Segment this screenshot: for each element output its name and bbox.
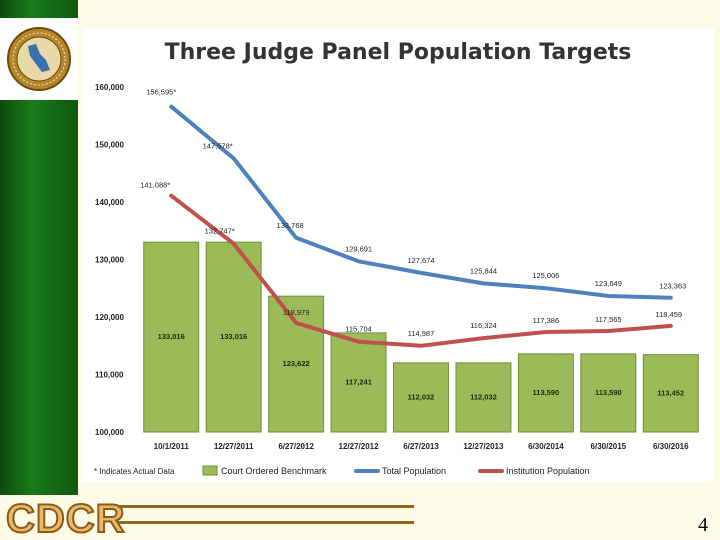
bar: [517, 353, 574, 433]
footer-rule-bottom: [118, 521, 414, 524]
y-tick-label: 120,000: [95, 313, 124, 322]
cdcr-seal-icon: [0, 18, 78, 100]
line-value-label: 129,691: [345, 244, 372, 253]
x-tick-label: 6/27/2012: [278, 442, 314, 451]
x-tick-label: 6/30/2014: [528, 442, 564, 451]
line-value-label: 125,006: [532, 271, 559, 280]
bar: [268, 295, 325, 433]
chart-title: Three Judge Panel Population Targets: [164, 40, 632, 65]
legend-label: Total Population: [382, 466, 446, 476]
line-value-label: 123,363: [659, 282, 686, 291]
footer-rule-top: [118, 505, 414, 508]
line-value-label: 141,088*: [140, 181, 170, 190]
y-tick-label: 140,000: [95, 198, 124, 207]
bar-value-label: 117,241: [345, 377, 372, 386]
bar: [205, 241, 262, 433]
bar-value-label: 112,032: [470, 392, 497, 401]
line-value-label: 127,674: [407, 256, 434, 265]
x-tick-label: 12/27/2012: [339, 442, 380, 451]
bar-value-label: 113,590: [595, 388, 622, 397]
line-value-label: 123,649: [595, 279, 622, 288]
line-value-label: 117,386: [533, 316, 560, 325]
x-tick-label: 12/27/2013: [463, 442, 504, 451]
bar: [393, 362, 449, 433]
x-tick-label: 6/30/2016: [653, 442, 689, 451]
line-value-label: 133,768: [277, 221, 304, 230]
x-tick-label: 6/27/2013: [403, 442, 439, 451]
line-value-label: 117,565: [595, 315, 622, 324]
bar-value-label: 133,016: [158, 332, 185, 341]
line-value-label: 115,704: [345, 325, 372, 334]
bar: [330, 332, 387, 433]
bar: [580, 353, 637, 433]
y-tick-label: 110,000: [95, 371, 124, 380]
x-tick-label: 10/1/2011: [154, 442, 190, 451]
footnote: * Indicates Actual Data: [94, 467, 175, 476]
y-tick-label: 150,000: [95, 141, 124, 150]
bar-value-label: 113,452: [657, 388, 684, 397]
y-tick-label: 160,000: [95, 83, 124, 92]
line-value-label: 116,324: [470, 321, 497, 330]
bar: [642, 354, 699, 433]
bar: [455, 362, 512, 433]
legend-label: Court Ordered Benchmark: [221, 466, 327, 476]
x-tick-label: 12/27/2011: [214, 442, 254, 451]
bar-value-label: 133,016: [220, 332, 247, 341]
legend-label: Institution Population: [506, 466, 590, 476]
cdcr-logo-text: CDCR: [6, 497, 126, 540]
line-value-label: 147,578*: [203, 141, 233, 150]
x-tick-label: 6/30/2015: [591, 442, 627, 451]
line-value-label: 118,979: [283, 308, 310, 317]
legend-swatch: [202, 465, 218, 476]
bar: [143, 241, 200, 433]
line-value-label: 132,747*: [205, 227, 235, 236]
bar-value-label: 112,032: [408, 392, 435, 401]
series-line: [169, 104, 673, 300]
line-value-label: 118,459: [655, 310, 682, 319]
bar-value-label: 113,590: [533, 388, 560, 397]
series-line: [169, 193, 673, 348]
y-tick-label: 100,000: [95, 428, 124, 437]
line-value-label: 114,987: [408, 329, 435, 338]
line-value-label: 156,595*: [146, 88, 176, 97]
bar-value-label: 123,622: [283, 359, 310, 368]
page-number: 4: [698, 514, 708, 536]
cdcr-logo: CDCR: [5, 496, 126, 540]
y-tick-label: 130,000: [95, 256, 124, 265]
line-value-label: 125,844: [470, 266, 497, 275]
